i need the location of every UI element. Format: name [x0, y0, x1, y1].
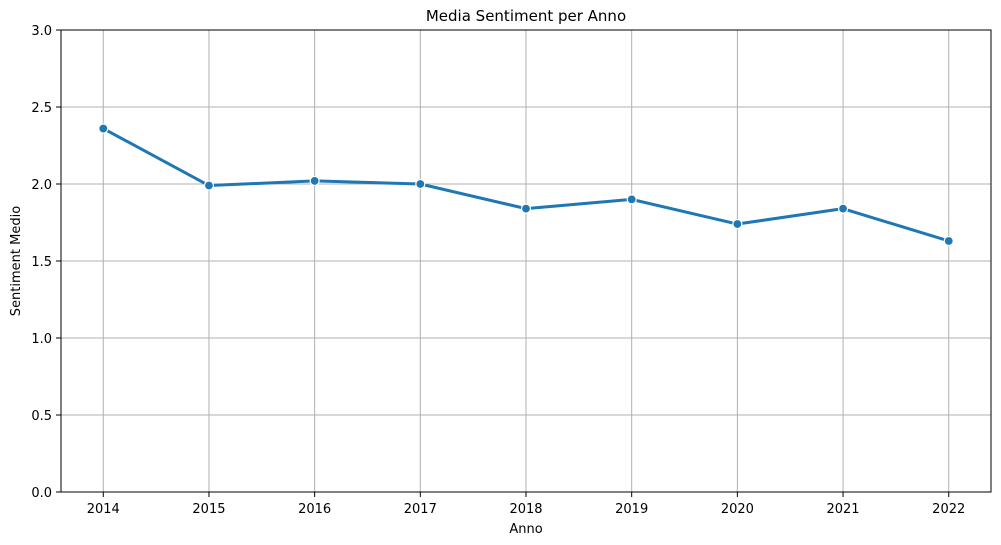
- x-tick-label: 2015: [192, 502, 225, 517]
- data-point: [837, 203, 849, 214]
- data-series: [98, 123, 954, 247]
- data-point: [98, 123, 109, 134]
- x-tick-label: 2018: [509, 502, 542, 517]
- data-point: [203, 180, 215, 191]
- x-tick-label: 2022: [932, 502, 965, 517]
- x-tick-label: 2016: [298, 502, 331, 517]
- y-tick-label: 3.0: [31, 24, 52, 39]
- y-tick-label: 2.0: [31, 178, 52, 193]
- data-point: [415, 178, 426, 190]
- data-point: [943, 235, 954, 247]
- y-axis-ticks: 0.0 0.5 1.0 1.5 2.0 2.5 3.0: [31, 24, 61, 501]
- data-point: [520, 203, 532, 214]
- data-point: [732, 218, 743, 230]
- x-tick-label: 2019: [615, 502, 648, 517]
- data-point: [309, 175, 320, 187]
- chart-title: Media Sentiment per Anno: [426, 7, 626, 25]
- y-axis-label: Sentiment Medio: [9, 206, 24, 316]
- x-axis-label: Anno: [509, 522, 542, 537]
- x-tick-label: 2020: [721, 502, 754, 517]
- x-tick-label: 2021: [826, 502, 859, 517]
- x-axis-ticks: 2014 2015 2016 2017 2018 2019 2020 2021 2022: [87, 492, 965, 517]
- data-point: [626, 194, 637, 205]
- y-tick-label: 0.5: [31, 409, 52, 424]
- x-tick-label: 2017: [404, 502, 437, 517]
- y-tick-label: 2.5: [31, 101, 52, 116]
- x-tick-label: 2014: [87, 502, 120, 517]
- y-tick-label: 1.0: [31, 332, 52, 347]
- y-tick-label: 1.5: [31, 255, 52, 270]
- y-tick-label: 0.0: [31, 486, 52, 501]
